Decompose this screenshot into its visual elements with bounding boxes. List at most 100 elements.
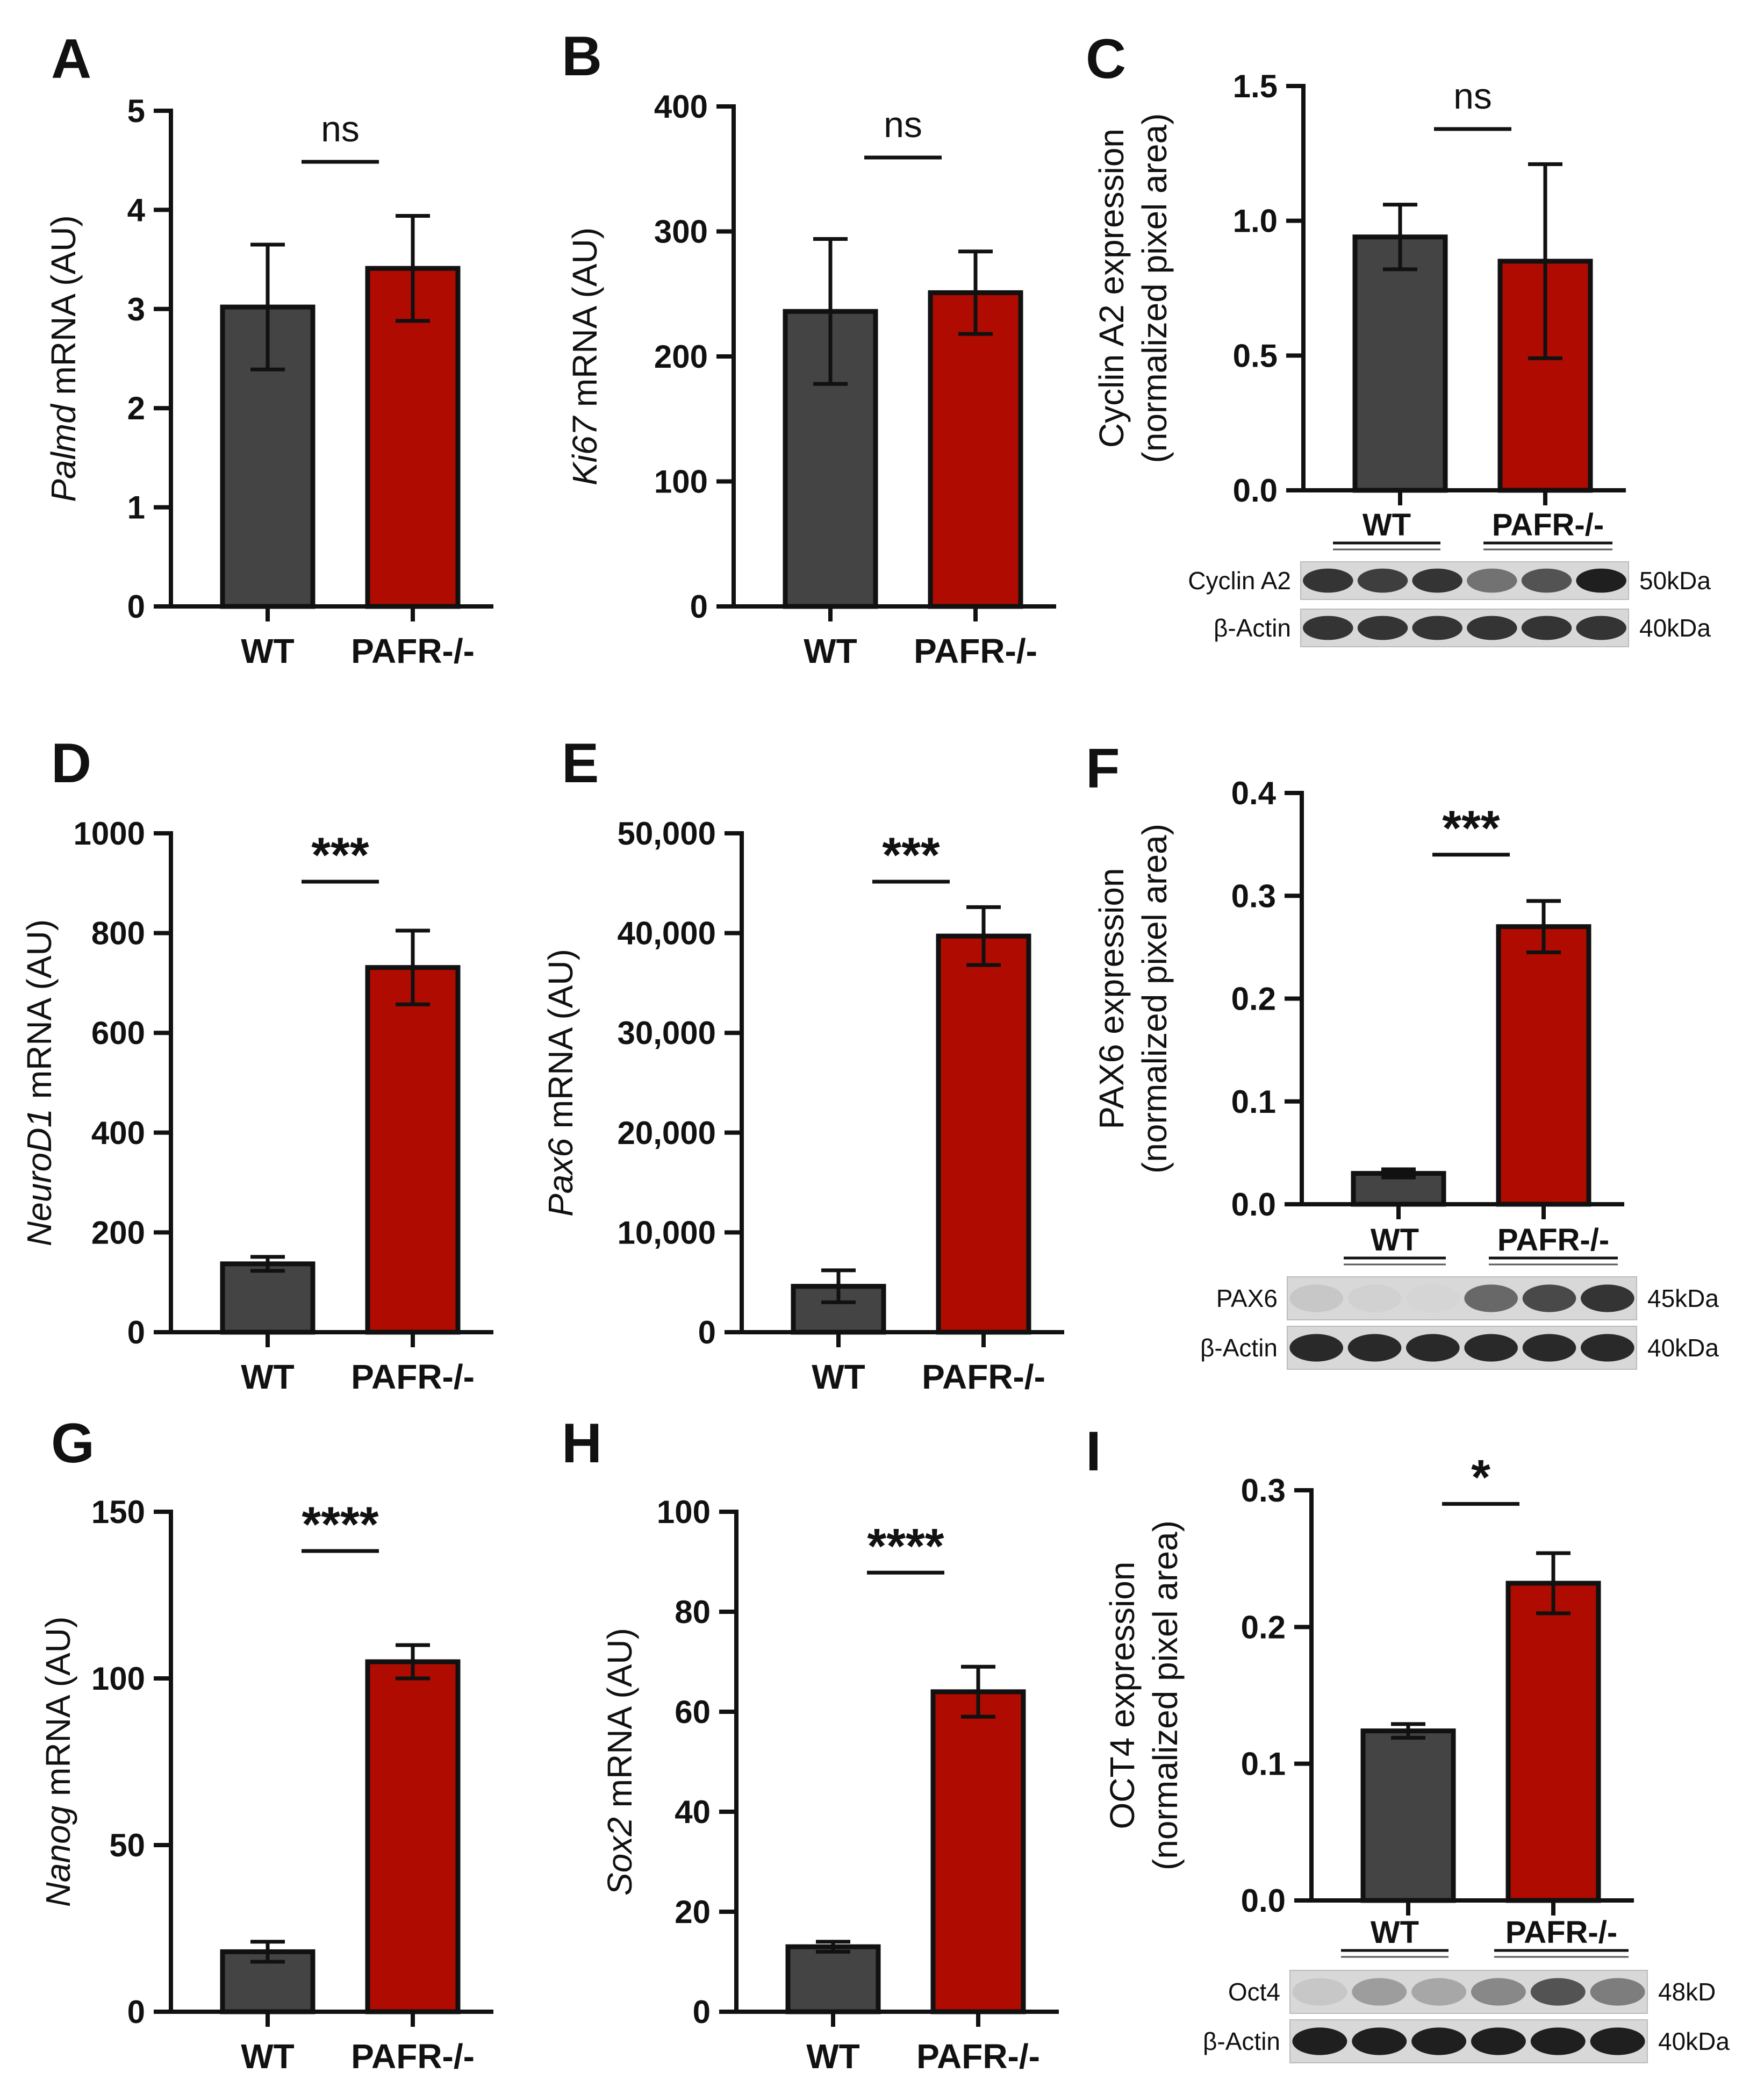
y-axis-label-unit: mRNA (AU) — [20, 919, 59, 1109]
blot-band — [1292, 2027, 1347, 2055]
y-axis-label-gene: Sox2 — [600, 1817, 639, 1896]
y-tick-label: 0 — [690, 589, 708, 625]
y-tick-label: 600 — [91, 1015, 145, 1051]
bar-wt — [1352, 234, 1448, 493]
blot-band — [1289, 1334, 1344, 1362]
y-tick-label: 1000 — [74, 816, 145, 852]
blot-group-label: WT — [1371, 1915, 1419, 1950]
y-axis-label-unit: mRNA (AU) — [39, 1617, 77, 1806]
significance-label: **** — [867, 1519, 944, 1574]
blot-size-label: 40kDa — [1658, 2027, 1730, 2055]
y-axis-label: OCT4 expression — [1103, 1562, 1142, 1829]
bar-pafr — [1496, 924, 1591, 1207]
blot-protein-label: Oct4 — [1228, 1978, 1280, 2006]
y-tick-label: 100 — [654, 464, 708, 500]
significance-label: *** — [311, 828, 369, 883]
blot-band — [1292, 1978, 1347, 2006]
y-tick-label: 20 — [675, 1894, 711, 1930]
blot-band — [1352, 2027, 1407, 2055]
y-tick-label: 400 — [91, 1115, 145, 1151]
blot-group-label: WT — [1363, 508, 1411, 542]
bar-pafr — [365, 1659, 461, 2014]
panel-f: F 0.0 0.1 0.2 0.3 0.4 *** PAX6 expression (norma… — [1086, 738, 1719, 1370]
panel-b: B 0 100 200 300 400 WT PAFR-/- ns Ki67 mRNA (AU) — [562, 25, 1056, 670]
bar-wt — [1360, 1728, 1456, 1903]
blot-band — [1303, 568, 1353, 593]
y-tick-label: 400 — [654, 89, 708, 125]
panel-letter: I — [1086, 1420, 1101, 1483]
x-category-label: WT — [241, 632, 295, 670]
blot-band — [1289, 1284, 1344, 1312]
blot-protein-label: β-Actin — [1214, 614, 1291, 642]
blot-band — [1406, 1284, 1460, 1312]
significance-label: **** — [302, 1497, 378, 1552]
blot-band — [1464, 1334, 1518, 1362]
y-axis-label: Sox2 mRNA (AU) — [600, 1628, 639, 1896]
y-tick-label: 4 — [127, 192, 146, 228]
significance-label: ns — [321, 109, 360, 149]
y-tick-label: 20,000 — [617, 1115, 716, 1151]
blot-band — [1521, 568, 1572, 593]
y-axis-label-line2: (normalized pixel area) — [1146, 1520, 1185, 1870]
blot-membrane — [1289, 1970, 1648, 2014]
blot-band — [1467, 616, 1517, 640]
blot-protein-label: β-Actin — [1200, 1334, 1278, 1362]
blot-band — [1581, 1284, 1634, 1312]
y-tick-label: 30,000 — [617, 1015, 716, 1051]
y-axis-label: Palmd mRNA (AU) — [44, 215, 83, 502]
blot-band — [1530, 1978, 1586, 2006]
blot-band — [1521, 616, 1572, 640]
y-tick-label: 80 — [675, 1594, 711, 1630]
blot-membrane — [1289, 2019, 1648, 2063]
y-tick-label: 0 — [693, 1994, 711, 2030]
significance-label: *** — [1442, 801, 1500, 856]
bar-wt — [220, 1261, 315, 1335]
blot-band — [1347, 1284, 1402, 1312]
significance-label: ns — [884, 104, 922, 145]
blot-group-label: PAFR-/- — [1497, 1223, 1609, 1257]
y-axis-label: Nanog mRNA (AU) — [39, 1617, 77, 1907]
y-tick-label: 10,000 — [617, 1214, 716, 1250]
western-blot: WT PAFR-/- PAX6 45kDa β-Actin 40kDa — [1200, 1223, 1719, 1370]
x-category-label: WT — [812, 1357, 865, 1396]
bar-wt — [785, 1944, 881, 2014]
y-axis-label: PAX6 expression — [1092, 868, 1131, 1129]
x-category-label: PAFR-/- — [916, 2037, 1040, 2076]
blot-protein-label: Cyclin A2 — [1188, 567, 1291, 595]
x-category-label: WT — [241, 1357, 295, 1396]
panel-i: I 0.0 0.1 0.2 0.3 * OCT4 expression (normalized… — [1086, 1420, 1730, 2063]
y-tick-label: 0.5 — [1233, 338, 1278, 374]
x-category-label: WT — [806, 2037, 860, 2076]
y-axis-label-unit: mRNA (AU) — [565, 227, 604, 417]
y-tick-label: 5 — [127, 93, 145, 129]
blot-size-label: 45kDa — [1647, 1284, 1719, 1312]
y-axis-label-gene: Nanog — [39, 1805, 77, 1907]
y-tick-label: 0.0 — [1233, 473, 1278, 509]
western-blot: WT PAFR-/- Oct4 48kD β-Actin 40kDa — [1203, 1915, 1730, 2063]
panel-letter: D — [51, 732, 91, 795]
y-tick-label: 100 — [91, 1661, 145, 1697]
panel-letter: G — [51, 1412, 95, 1475]
blot-group-label: WT — [1371, 1223, 1419, 1257]
panel-d: D 0 200 400 600 800 1000 WT PAFR-/- *** NeuroD1 mR… — [20, 732, 493, 1396]
blot-band — [1411, 1978, 1467, 2006]
y-tick-label: 0.2 — [1241, 1609, 1286, 1645]
y-axis-label: Ki67 mRNA (AU) — [565, 227, 604, 485]
y-tick-label: 0.3 — [1241, 1473, 1286, 1509]
bar-pafr — [1505, 1581, 1601, 1903]
panel-g: G 0 50 100 150 WT PAFR-/- **** Nanog mRNA (AU) — [39, 1412, 493, 2076]
blot-band — [1590, 2027, 1645, 2055]
panel-letter: F — [1086, 738, 1120, 800]
x-category-label: PAFR-/- — [922, 1357, 1045, 1396]
y-tick-label: 200 — [91, 1214, 145, 1250]
y-tick-label: 0.1 — [1231, 1084, 1276, 1120]
y-tick-label: 2 — [127, 390, 145, 426]
blot-size-label: 40kDa — [1647, 1334, 1719, 1362]
panel-c: C 0.0 0.5 1.0 1.5 ns Cyclin A2 expression (norm… — [1086, 28, 1711, 647]
blot-band — [1303, 616, 1353, 640]
blot-band — [1530, 2027, 1586, 2055]
blot-size-label: 50kDa — [1639, 567, 1711, 595]
y-tick-label: 100 — [657, 1494, 711, 1530]
blot-band — [1411, 2027, 1467, 2055]
blot-group-label: PAFR-/- — [1492, 508, 1604, 542]
